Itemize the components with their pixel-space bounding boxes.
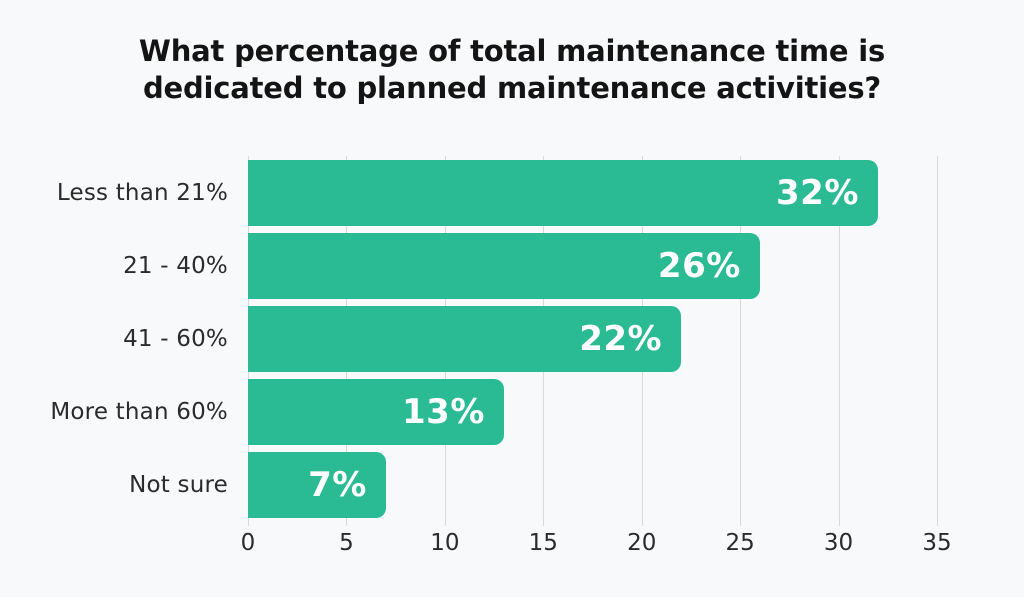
bar: 22% (248, 306, 682, 372)
x-tick-label: 5 (339, 530, 354, 556)
bar: 26% (248, 233, 760, 299)
category-label: Less than 21% (56, 180, 228, 206)
bar-value-label: 32% (776, 173, 859, 213)
bar: 13% (248, 379, 504, 445)
gridline (937, 156, 938, 526)
x-tick-label: 30 (823, 530, 854, 556)
x-tick-label: 35 (922, 530, 952, 556)
gridline (740, 156, 742, 526)
bar: 7% (248, 452, 386, 518)
bar-value-label: 7% (308, 465, 367, 505)
gridline (838, 156, 840, 526)
bar: 32% (248, 160, 878, 226)
bar-value-label: 26% (657, 246, 741, 286)
category-label: 41 - 60% (123, 326, 228, 352)
x-tick-label: 15 (528, 530, 558, 556)
category-label: Not sure (129, 472, 228, 498)
x-tick-label: 10 (430, 530, 460, 556)
category-label: More than 60% (50, 399, 228, 425)
bar-value-label: 22% (579, 319, 663, 359)
x-tick-label: 0 (240, 530, 256, 556)
x-tick-label: 25 (725, 530, 755, 556)
chart-title: What percentage of total maintenance tim… (138, 34, 886, 105)
category-label: 21 - 40% (123, 253, 228, 279)
x-tick-label: 20 (627, 530, 657, 556)
bar-value-label: 13% (402, 392, 485, 432)
